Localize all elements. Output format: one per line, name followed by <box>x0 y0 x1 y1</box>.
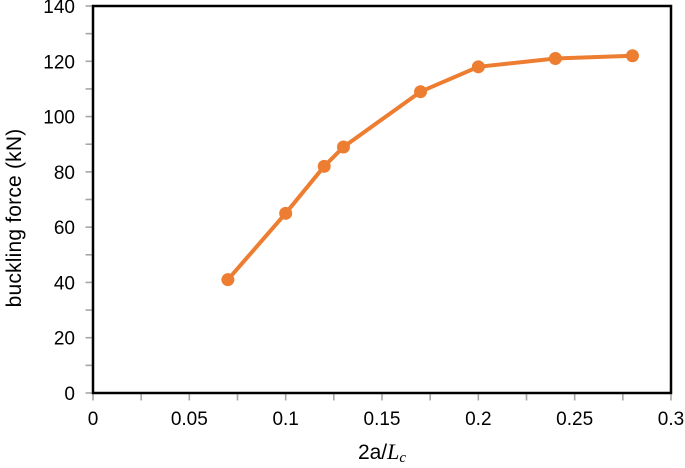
x-tick-label: 0.1 <box>272 409 298 430</box>
x-axis-title-prefix: 2a/ <box>357 441 388 464</box>
y-tick-label: 120 <box>43 52 75 73</box>
series-line <box>225 53 635 282</box>
y-tick-label: 0 <box>64 384 75 405</box>
x-tick-label: 0.05 <box>171 409 208 430</box>
x-tick-label: 0.15 <box>364 409 401 430</box>
data-point <box>471 60 485 74</box>
x-tick-label: 0 <box>88 409 99 430</box>
x-axis-title-subscript: c <box>399 450 407 466</box>
y-tick-label: 80 <box>54 163 75 184</box>
data-point <box>221 273 235 287</box>
x-tick-label: 0.2 <box>465 409 491 430</box>
y-tick-label: 60 <box>54 218 75 239</box>
x-tick-label: 0.3 <box>658 409 684 430</box>
y-tick-label: 20 <box>54 329 75 350</box>
x-tick-label: 0.25 <box>556 409 593 430</box>
data-point <box>414 85 428 99</box>
data-point <box>625 49 639 63</box>
data-point <box>279 206 293 220</box>
y-tick-label: 40 <box>54 273 75 294</box>
data-point <box>548 52 562 66</box>
y-tick-label: 100 <box>43 108 75 129</box>
data-point <box>336 140 350 154</box>
x-axis-title: 2a/Lc <box>357 439 407 466</box>
y-axis-title: buckling force (kN) <box>3 128 26 308</box>
plot-border <box>91 4 673 395</box>
y-tick-label: 140 <box>43 0 75 18</box>
data-point <box>317 159 331 173</box>
x-axis-title-variable: L <box>387 439 400 464</box>
